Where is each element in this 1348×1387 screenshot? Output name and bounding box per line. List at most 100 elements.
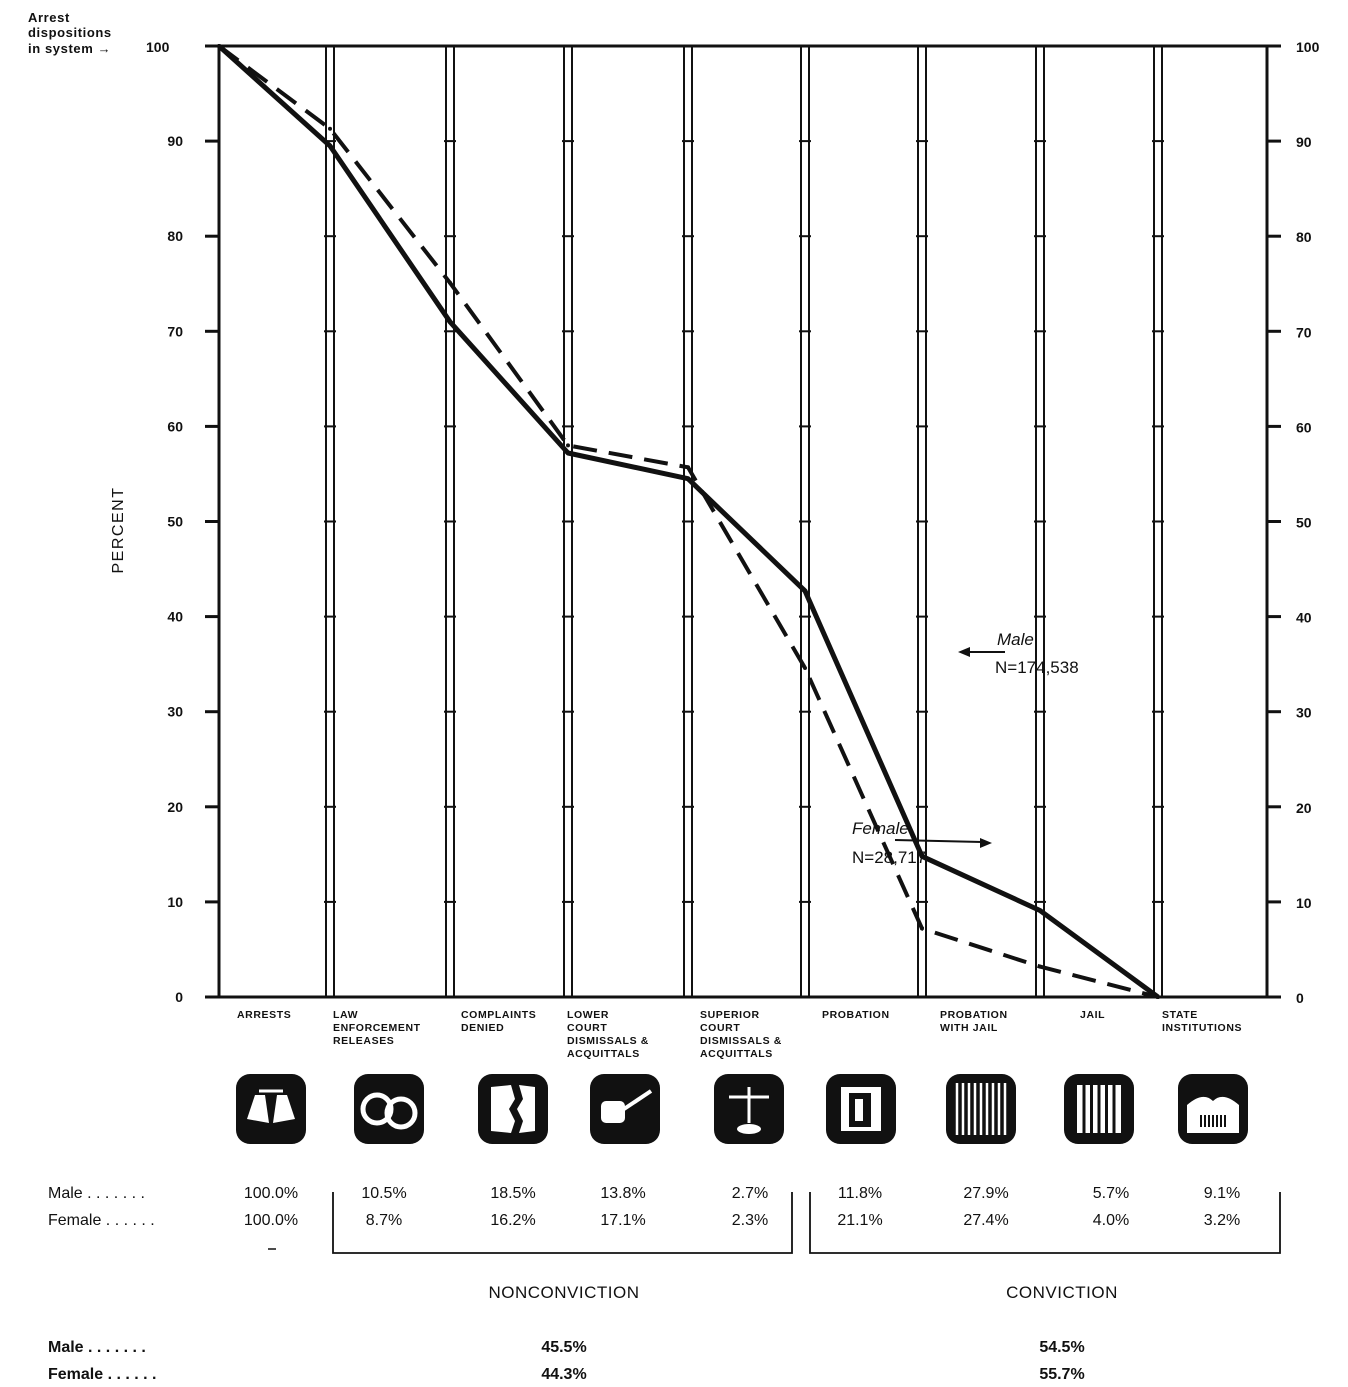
series-point-female xyxy=(1038,964,1042,969)
category-label: PROBATION xyxy=(940,1009,1008,1021)
arrest-label-line: dispositions xyxy=(28,25,112,40)
table-cell: 18.5% xyxy=(490,1185,535,1202)
category-label: INSTITUTIONS xyxy=(1162,1022,1242,1034)
column-bars xyxy=(324,45,1164,998)
icon-scale-base xyxy=(737,1124,761,1134)
series-point-male xyxy=(328,143,332,148)
table-cell: 9.1% xyxy=(1204,1185,1240,1202)
category-label: ACQUITTALS xyxy=(567,1048,640,1060)
male-arrow-head xyxy=(958,647,970,657)
category-label: COMPLAINTS xyxy=(461,1009,536,1021)
series-point-female xyxy=(328,126,332,131)
category-label: COURT xyxy=(567,1022,607,1034)
series-lines xyxy=(217,44,1160,1000)
arrest-label-line: Arrest xyxy=(28,10,70,25)
y-tick-label-left: 40 xyxy=(167,609,183,625)
table-cell: 13.8% xyxy=(600,1185,645,1202)
group-bracket xyxy=(809,1192,1281,1254)
series-point-female xyxy=(448,280,452,285)
y-tick-label-right: 100 xyxy=(1296,39,1320,55)
male-series-label: Male xyxy=(997,630,1034,649)
y-tick-label-right: 10 xyxy=(1296,895,1312,911)
icon-gavel-handle xyxy=(619,1089,653,1113)
table-row-label: Male . . . . . . . xyxy=(48,1185,145,1202)
female-n-label: N=28,717 xyxy=(852,848,926,867)
axes xyxy=(205,44,1281,999)
icon-hand xyxy=(273,1095,295,1123)
group-bracket xyxy=(332,1192,793,1254)
category-label: RELEASES xyxy=(333,1035,394,1047)
icon-cuff xyxy=(360,1092,394,1126)
y-tick-label-left: 50 xyxy=(167,514,183,530)
y-tick-label-left: 10 xyxy=(167,894,183,910)
category-label: DENIED xyxy=(461,1022,504,1034)
y-tick-label-right: 90 xyxy=(1296,134,1312,150)
y-tick-label-right: 20 xyxy=(1296,800,1312,816)
table-cell: 4.0% xyxy=(1093,1212,1129,1229)
series-point-female xyxy=(686,465,690,470)
y-tick-label-right: 60 xyxy=(1296,419,1312,435)
y-tick-label-right: 70 xyxy=(1296,324,1312,340)
icon-gavel-head xyxy=(601,1101,625,1123)
table-cell: 100.0% xyxy=(244,1212,298,1229)
series-point-male xyxy=(686,476,690,481)
table-cell: 27.9% xyxy=(963,1185,1008,1202)
icon-cuff xyxy=(384,1096,418,1130)
y-tick-label-left: 0 xyxy=(175,989,183,1005)
category-label: LAW xyxy=(333,1009,358,1021)
y-tick-label-left: 80 xyxy=(167,228,183,244)
category-label: DISMISSALS & xyxy=(700,1035,782,1047)
y-tick-label-left: 90 xyxy=(167,133,183,149)
table-cell: 27.4% xyxy=(963,1212,1008,1229)
series-point-male xyxy=(920,854,924,859)
icon-tile xyxy=(478,1074,548,1144)
series-point-female xyxy=(566,443,570,448)
series-point-male xyxy=(803,588,807,593)
y-tick-label-left: 20 xyxy=(167,799,183,815)
group-label: CONVICTION xyxy=(1006,1283,1118,1302)
scales-icon xyxy=(714,1074,784,1144)
group-female-total: 44.3% xyxy=(541,1366,586,1382)
y-tick-label-right: 40 xyxy=(1296,610,1312,626)
table-cell: 21.1% xyxy=(837,1212,882,1229)
table-row-label: Female . . . . . . xyxy=(48,1212,155,1229)
y-tick-label-right: 30 xyxy=(1296,705,1312,721)
series-point-female xyxy=(1156,995,1160,999)
group-male-total: 45.5% xyxy=(541,1339,586,1356)
series-point-female xyxy=(920,926,924,931)
female-series-label: Female xyxy=(852,819,909,838)
series-point-female xyxy=(217,44,221,48)
group-label: NONCONVICTION xyxy=(489,1283,640,1302)
handcuffs-icon xyxy=(354,1074,424,1144)
table-cell: 16.2% xyxy=(490,1212,535,1229)
table-cell: 100.0% xyxy=(244,1185,298,1202)
prison-building-icon xyxy=(1178,1074,1248,1144)
series-point-male xyxy=(566,451,570,456)
table-cell: 17.1% xyxy=(600,1212,645,1229)
category-label: SUPERIOR xyxy=(700,1009,760,1021)
barred-window-icon xyxy=(946,1074,1016,1144)
table-cell: 8.7% xyxy=(366,1212,402,1229)
y-axis-title: PERCENT xyxy=(110,487,127,574)
category-label: STATE xyxy=(1162,1009,1198,1021)
gavel-icon xyxy=(590,1074,660,1144)
category-icons xyxy=(236,1074,1248,1144)
y-tick-label-left: 30 xyxy=(167,704,183,720)
group-female-total: 55.7% xyxy=(1039,1366,1084,1382)
category-label: LOWER xyxy=(567,1009,609,1021)
series-point-male xyxy=(448,319,452,324)
category-label: PROBATION xyxy=(822,1009,890,1021)
category-label: ENFORCEMENT xyxy=(333,1022,421,1034)
door-icon xyxy=(826,1074,896,1144)
series-point-male xyxy=(1038,908,1042,913)
category-label: DISMISSALS & xyxy=(567,1035,649,1047)
table-cell: 5.7% xyxy=(1093,1185,1129,1202)
female-arrow-head xyxy=(980,838,992,848)
torn-paper-icon xyxy=(478,1074,548,1144)
category-label: JAIL xyxy=(1080,1009,1105,1021)
icon-building xyxy=(1187,1096,1239,1133)
y-tick-label-left: 100 xyxy=(146,39,170,55)
arrest-label-line: in system → xyxy=(28,41,111,56)
table-cell: 3.2% xyxy=(1204,1212,1240,1229)
